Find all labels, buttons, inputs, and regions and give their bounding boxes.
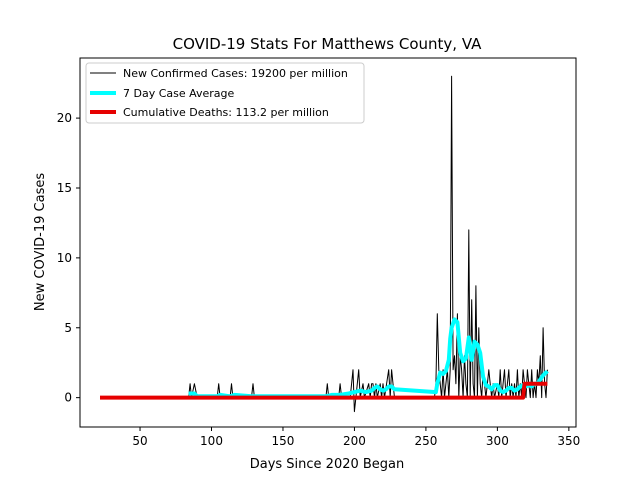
legend-label-7day-average: 7 Day Case Average [123, 87, 235, 100]
y-tick-label: 20 [57, 111, 72, 125]
x-tick-label: 250 [414, 434, 437, 448]
x-axis: 50 100 150 200 250 300 350 [132, 427, 580, 448]
legend-box [85, 62, 365, 124]
legend-label-cumulative-deaths: Cumulative Deaths: 113.2 per million [123, 106, 329, 119]
y-tick-label: 0 [64, 391, 72, 405]
cumulative-deaths-line [100, 381, 548, 400]
y-axis-label: New COVID-19 Cases [33, 173, 48, 311]
seven-day-average-line [188, 317, 549, 399]
x-tick-label: 300 [486, 434, 509, 448]
x-axis-label: Days Since 2020 Began [250, 457, 405, 472]
new-cases-line [188, 75, 548, 413]
y-tick-label: 15 [57, 181, 72, 195]
x-tick-label: 100 [200, 434, 223, 448]
plot-frame [79, 57, 577, 428]
plot-area [100, 75, 549, 413]
x-tick-label: 350 [557, 434, 580, 448]
y-tick-label: 5 [64, 321, 72, 335]
x-tick-label: 50 [132, 434, 147, 448]
chart-title: COVID-19 Stats For Matthews County, VA [173, 35, 483, 53]
y-axis: 0 5 10 15 20 [57, 111, 80, 405]
x-tick-label: 200 [343, 434, 366, 448]
legend: New Confirmed Cases: 19200 per million 7… [85, 62, 365, 124]
x-tick-label: 150 [272, 434, 295, 448]
y-tick-label: 10 [57, 251, 72, 265]
legend-label-new-cases: New Confirmed Cases: 19200 per million [123, 67, 348, 80]
